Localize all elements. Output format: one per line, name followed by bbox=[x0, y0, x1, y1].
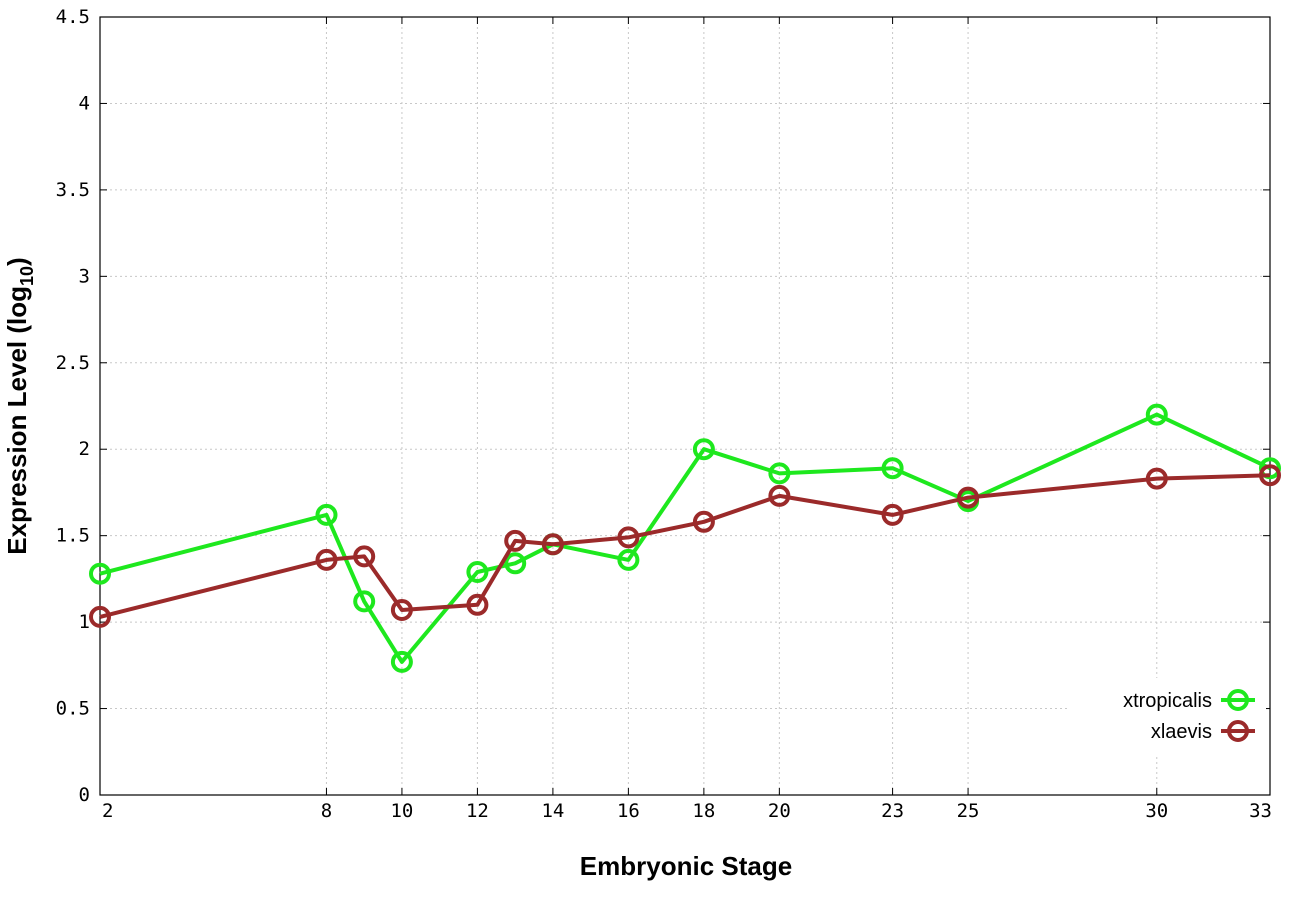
x-tick-label: 10 bbox=[390, 800, 413, 822]
x-tick-label: 18 bbox=[692, 800, 715, 822]
data-point-xlaevis bbox=[89, 605, 111, 628]
y-tick-label: 4 bbox=[79, 92, 90, 114]
series-layer bbox=[89, 403, 1281, 673]
data-point-xlaevis bbox=[881, 503, 904, 526]
data-point-xlaevis bbox=[353, 545, 376, 568]
x-tick-label: 8 bbox=[321, 800, 332, 822]
data-point-xtropicalis bbox=[89, 562, 111, 585]
data-point-xlaevis bbox=[1145, 467, 1168, 490]
y-tick-label: 2.5 bbox=[56, 352, 90, 374]
x-tick-label: 30 bbox=[1145, 800, 1168, 822]
data-point-xtropicalis bbox=[390, 650, 413, 673]
data-point-xlaevis bbox=[541, 533, 564, 556]
data-point-xtropicalis bbox=[692, 438, 715, 461]
data-point-xlaevis bbox=[617, 526, 640, 549]
y-axis-title: Expression Level (log10) bbox=[2, 257, 37, 554]
data-point-xtropicalis bbox=[466, 561, 489, 583]
plot-frame bbox=[99, 16, 1271, 796]
data-point-xlaevis bbox=[466, 593, 489, 616]
x-tick-label: 14 bbox=[541, 800, 564, 822]
y-tick-label: 4.5 bbox=[56, 6, 90, 28]
y-tick-label: 1 bbox=[79, 611, 90, 633]
grid-lines bbox=[100, 17, 1270, 795]
data-point-xtropicalis bbox=[353, 590, 376, 613]
x-tick-label: 33 bbox=[1249, 800, 1272, 822]
y-axis-title-main: Expression Level (log bbox=[2, 286, 32, 555]
data-point-xlaevis bbox=[692, 510, 715, 533]
x-tick-label: 23 bbox=[881, 800, 904, 822]
data-point-xtropicalis bbox=[1145, 403, 1168, 426]
y-tick-label: 2 bbox=[79, 438, 90, 460]
y-tick-label: 0 bbox=[79, 784, 90, 806]
data-point-xtropicalis bbox=[504, 552, 527, 575]
y-tick-label: 0.5 bbox=[56, 698, 90, 720]
legend-label-xlaevis: xlaevis bbox=[1151, 721, 1212, 743]
data-point-xlaevis bbox=[957, 486, 980, 509]
data-point-xlaevis bbox=[390, 599, 413, 621]
x-tick-label: 12 bbox=[466, 800, 489, 822]
legend-marker-xtropicalis bbox=[1227, 689, 1249, 711]
y-tick-label: 3 bbox=[79, 265, 90, 287]
data-point-xtropicalis bbox=[768, 462, 791, 485]
y-tick-label: 3.5 bbox=[56, 179, 90, 201]
data-point-xtropicalis bbox=[617, 548, 640, 571]
data-point-xlaevis bbox=[504, 529, 527, 552]
x-axis-title: Embryonic Stage bbox=[580, 851, 792, 881]
series-line-xlaevis bbox=[99, 473, 1271, 619]
data-point-xtropicalis bbox=[881, 457, 904, 480]
series-line-xtropicalis bbox=[99, 412, 1271, 664]
axis-ticks: 0 0.5 1 1.5 2 2.5 3 3.5 4 4.5 2 8 10 12 14 16 18 20 23 25 30… bbox=[56, 6, 1272, 822]
x-tick-label: 16 bbox=[617, 800, 640, 822]
legend-label-xtropicalis: xtropicalis bbox=[1123, 690, 1212, 712]
y-tick-label: 1.5 bbox=[56, 525, 90, 547]
x-tick-label: 25 bbox=[957, 800, 980, 822]
x-tick-label: 20 bbox=[768, 800, 791, 822]
y-axis-title-subscript: 10 bbox=[17, 266, 37, 286]
x-tick-label: 2 bbox=[102, 800, 113, 822]
y-axis-title-close: ) bbox=[2, 257, 32, 266]
data-point-xlaevis bbox=[315, 548, 338, 571]
data-point-xlaevis bbox=[1259, 464, 1281, 487]
legend: xtropicalis xlaevis bbox=[1070, 678, 1266, 754]
data-point-xtropicalis bbox=[315, 503, 338, 526]
legend-marker-xlaevis bbox=[1227, 720, 1249, 742]
data-point-xlaevis bbox=[768, 484, 791, 507]
